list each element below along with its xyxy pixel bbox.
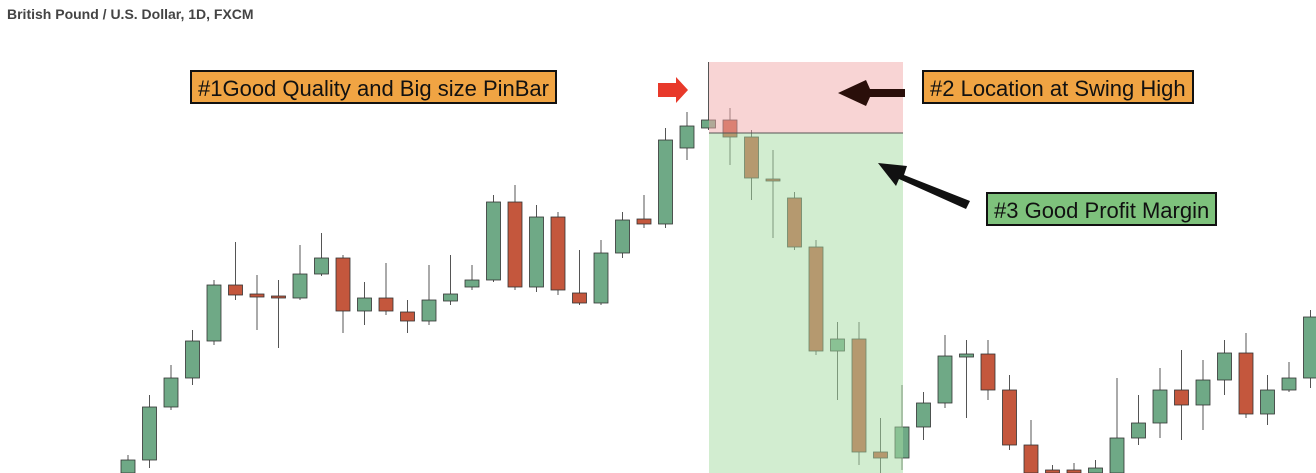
candle-body bbox=[1174, 389, 1189, 406]
candle-body bbox=[1109, 437, 1125, 473]
candle-body bbox=[421, 299, 437, 322]
candle-body bbox=[314, 257, 329, 275]
zones bbox=[709, 62, 903, 473]
zone bbox=[709, 62, 903, 133]
candle-body bbox=[1217, 352, 1232, 381]
candle-body bbox=[636, 218, 652, 225]
candle-body bbox=[400, 311, 415, 322]
candle-body bbox=[1131, 422, 1146, 439]
candle-body bbox=[292, 273, 308, 299]
candle-body bbox=[572, 292, 587, 304]
candle-body bbox=[1281, 377, 1297, 391]
candle-body bbox=[1088, 467, 1103, 473]
candle-body bbox=[464, 279, 480, 288]
candle-body bbox=[658, 139, 673, 225]
candle-body bbox=[206, 284, 222, 342]
candle-body bbox=[937, 355, 953, 404]
candle-body bbox=[1045, 469, 1060, 473]
candle-body bbox=[335, 257, 351, 312]
candle-body bbox=[228, 284, 243, 296]
candle-body bbox=[1238, 352, 1254, 415]
candle-body bbox=[529, 216, 544, 288]
candle-body bbox=[1002, 389, 1017, 446]
candle-body bbox=[1303, 316, 1316, 379]
candle-body bbox=[163, 377, 179, 408]
zone bbox=[709, 133, 903, 473]
candle-body bbox=[615, 219, 630, 254]
candle-body bbox=[1023, 444, 1039, 473]
candle-body bbox=[1260, 389, 1275, 415]
candle-body bbox=[120, 459, 136, 473]
candle-body bbox=[980, 353, 996, 391]
annotation: #3 Good Profit Margin bbox=[986, 192, 1218, 226]
candle-body bbox=[443, 293, 458, 302]
candle-body bbox=[959, 353, 974, 358]
annotation: #1Good Quality and Big size PinBar bbox=[190, 70, 557, 104]
candle-body bbox=[593, 252, 609, 304]
candle-body bbox=[550, 216, 566, 291]
arrow-2 bbox=[838, 80, 905, 106]
candle-body bbox=[249, 293, 265, 298]
candle-body bbox=[1195, 379, 1211, 406]
candle-body bbox=[378, 297, 394, 312]
candle-body bbox=[679, 125, 695, 149]
candle-body bbox=[357, 297, 372, 312]
candle-body bbox=[1152, 389, 1168, 424]
annotation: #2 Location at Swing High bbox=[922, 70, 1194, 104]
candle-body bbox=[271, 295, 286, 299]
arrow-1 bbox=[658, 77, 688, 103]
candle-body bbox=[1066, 469, 1082, 473]
candle-body bbox=[142, 406, 157, 461]
chart-title: British Pound / U.S. Dollar, 1D, FXCM bbox=[7, 6, 254, 22]
candle-body bbox=[507, 201, 523, 288]
candle-body bbox=[185, 340, 200, 379]
candle-body bbox=[486, 201, 501, 281]
candle-body bbox=[916, 402, 931, 428]
arrow-3 bbox=[878, 163, 970, 209]
